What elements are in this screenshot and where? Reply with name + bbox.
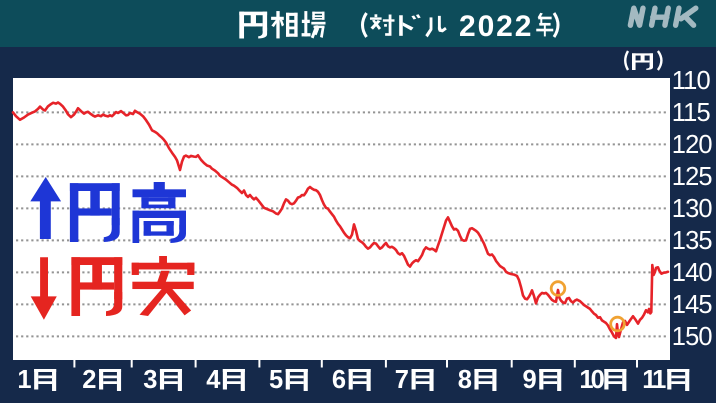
svg-text:10: 10 bbox=[579, 366, 604, 394]
svg-text:7: 7 bbox=[395, 366, 409, 394]
svg-text:135: 135 bbox=[672, 227, 713, 255]
svg-text:5: 5 bbox=[269, 366, 283, 394]
svg-text:6: 6 bbox=[332, 366, 346, 394]
svg-text:140: 140 bbox=[672, 259, 713, 287]
svg-text:1: 1 bbox=[17, 366, 31, 394]
svg-text:2022: 2022 bbox=[459, 10, 533, 43]
svg-text:145: 145 bbox=[672, 291, 713, 319]
svg-text:2: 2 bbox=[82, 366, 96, 394]
svg-text:120: 120 bbox=[672, 131, 713, 159]
svg-text:4: 4 bbox=[206, 366, 221, 394]
svg-text:3: 3 bbox=[143, 366, 157, 394]
svg-text:9: 9 bbox=[523, 366, 537, 394]
svg-text:150: 150 bbox=[672, 323, 713, 351]
svg-text:8: 8 bbox=[458, 366, 472, 394]
svg-text:115: 115 bbox=[672, 99, 711, 127]
svg-text:11: 11 bbox=[642, 366, 666, 394]
svg-text:130: 130 bbox=[672, 195, 713, 223]
svg-text:110: 110 bbox=[672, 67, 711, 95]
svg-text:125: 125 bbox=[672, 163, 713, 191]
